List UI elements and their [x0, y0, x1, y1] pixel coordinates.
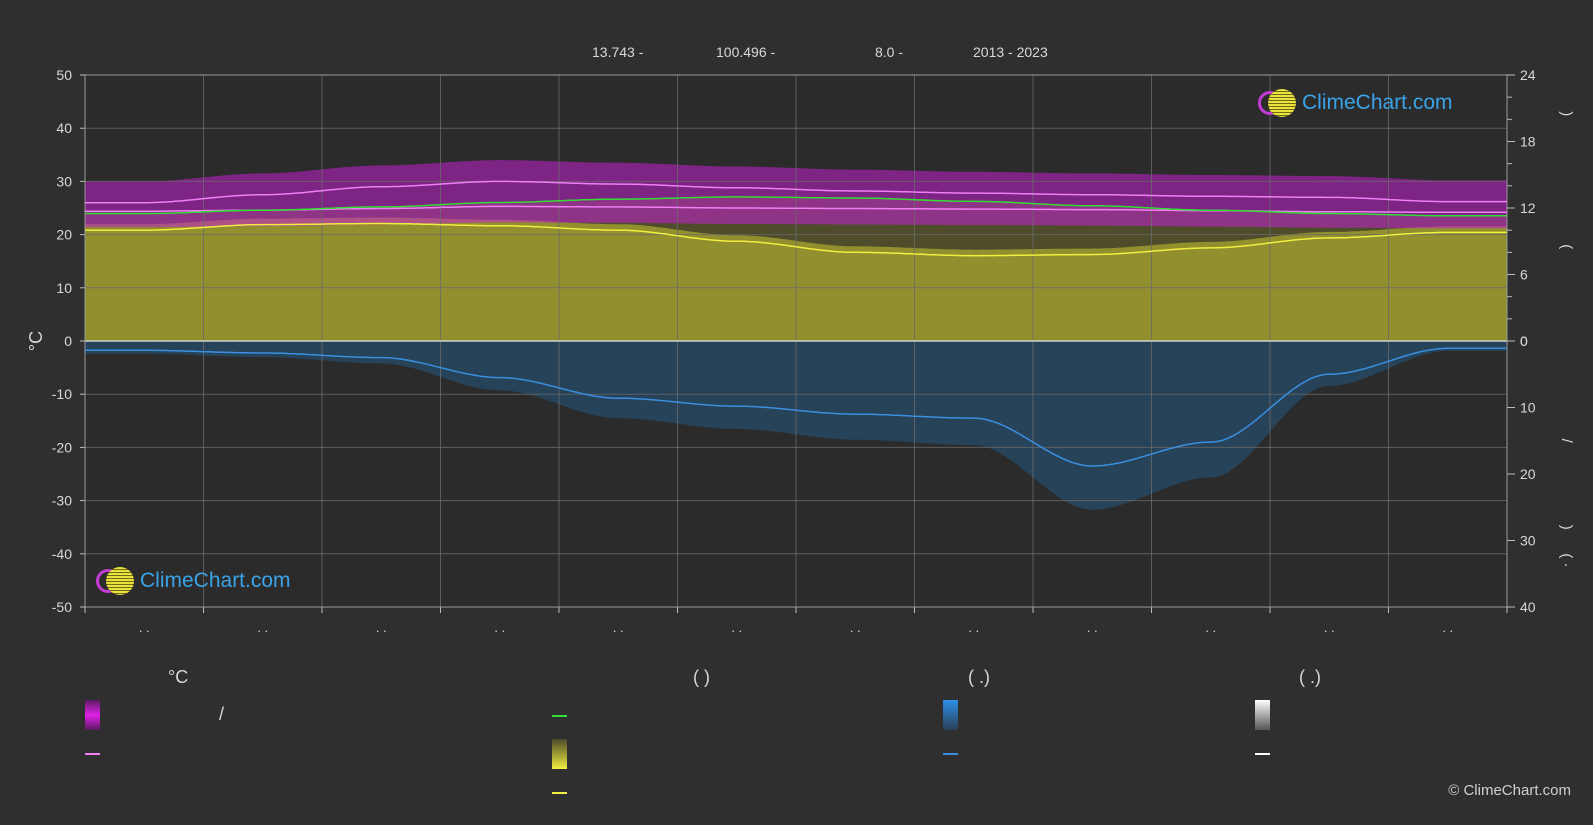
y-tick-label: 0	[64, 333, 72, 349]
elevation-label: 8.0 -	[875, 44, 904, 60]
y2-lower-tick-label: 30	[1520, 533, 1536, 549]
y-axis-label: °C	[26, 331, 46, 351]
latitude-label: 13.743 -	[592, 44, 644, 60]
legend-temp-mean-line	[85, 753, 100, 755]
longitude-label: 100.496 -	[716, 44, 776, 60]
year-range-label: 2013 - 2023	[973, 44, 1048, 60]
logo-text: ClimeChart.com	[140, 569, 291, 592]
legend-daylight-line	[552, 715, 567, 717]
x-tick-label: . .	[968, 620, 979, 635]
legend-sunshine-line	[552, 792, 567, 794]
legend-snow-swatch	[1255, 700, 1270, 730]
y2-axis-label: ( ·	[1558, 553, 1575, 567]
y2-tick-label: 12	[1520, 200, 1536, 216]
rain-line	[85, 347, 1507, 467]
logo-sun-icon	[1268, 89, 1296, 117]
sunshine-line	[85, 222, 1507, 257]
y-tick-label: -20	[52, 439, 72, 455]
y2-axis-label: (	[1558, 244, 1575, 249]
x-tick-label: . .	[139, 620, 150, 635]
y2-tick-label: 0	[1520, 333, 1528, 349]
logo-top[interactable]: ClimeChart.com	[1258, 89, 1453, 117]
logo-text: ClimeChart.com	[1302, 91, 1453, 114]
x-tick-label: . .	[1324, 620, 1335, 635]
legend-temp-range-swatch	[85, 700, 100, 730]
x-tick-label: . .	[731, 620, 742, 635]
y2-axis-label: )	[1558, 525, 1575, 530]
y2-lower-tick-label: 0	[1520, 333, 1528, 349]
x-tick-label: . .	[1087, 620, 1098, 635]
legend-rain-swatch	[943, 700, 958, 730]
y-tick-label: -30	[52, 493, 72, 509]
x-tick-label: . .	[376, 620, 387, 635]
chart-grid	[84, 74, 1508, 608]
y2-axis-label: /	[1558, 439, 1575, 444]
x-tick-label: . .	[494, 620, 505, 635]
chart-lines	[85, 180, 1507, 467]
legend-sunshine-swatch	[552, 739, 567, 769]
y2-tick-label: 6	[1520, 267, 1528, 283]
y2-lower-tick-label: 20	[1520, 466, 1536, 482]
legend-rain-header: ( .)	[968, 667, 990, 687]
daylight-line	[85, 196, 1507, 217]
legend-temp-range-text: /	[219, 704, 225, 724]
x-tick-label: . .	[1442, 620, 1453, 635]
x-tick-label: . .	[850, 620, 861, 635]
y2-tick-label: 18	[1520, 134, 1536, 150]
y-tick-label: -40	[52, 546, 72, 562]
y2-tick-label: 24	[1520, 67, 1536, 83]
chart-axes: 50403020100-10-20-30-40-50°C241812600102…	[26, 67, 1575, 635]
y2-axis-label: )	[1558, 111, 1575, 116]
y2-lower-tick-label: 10	[1520, 400, 1536, 416]
y-tick-label: 10	[56, 280, 72, 296]
legend-rain-line	[943, 753, 958, 755]
x-tick-label: . .	[613, 620, 624, 635]
logo-sun-icon	[106, 567, 134, 595]
y-tick-label: 20	[56, 227, 72, 243]
y-tick-label: -50	[52, 599, 72, 615]
y-tick-label: 40	[56, 120, 72, 136]
legend-snow-header: ( .)	[1299, 667, 1321, 687]
y-tick-label: 30	[56, 173, 72, 189]
legend-sun-header: ( )	[693, 667, 710, 687]
copyright: © ClimeChart.com	[1448, 782, 1571, 799]
x-tick-label: . .	[257, 620, 268, 635]
y-tick-label: -10	[52, 386, 72, 402]
y2-lower-tick-label: 40	[1520, 599, 1536, 615]
tmax-line	[85, 180, 1507, 204]
x-tick-label: . .	[1205, 620, 1216, 635]
legend-snow-line	[1255, 753, 1270, 755]
legend-temp-header: °C	[168, 667, 189, 687]
y-tick-label: 50	[56, 67, 72, 83]
logo-bottom[interactable]: ClimeChart.com	[96, 567, 291, 595]
